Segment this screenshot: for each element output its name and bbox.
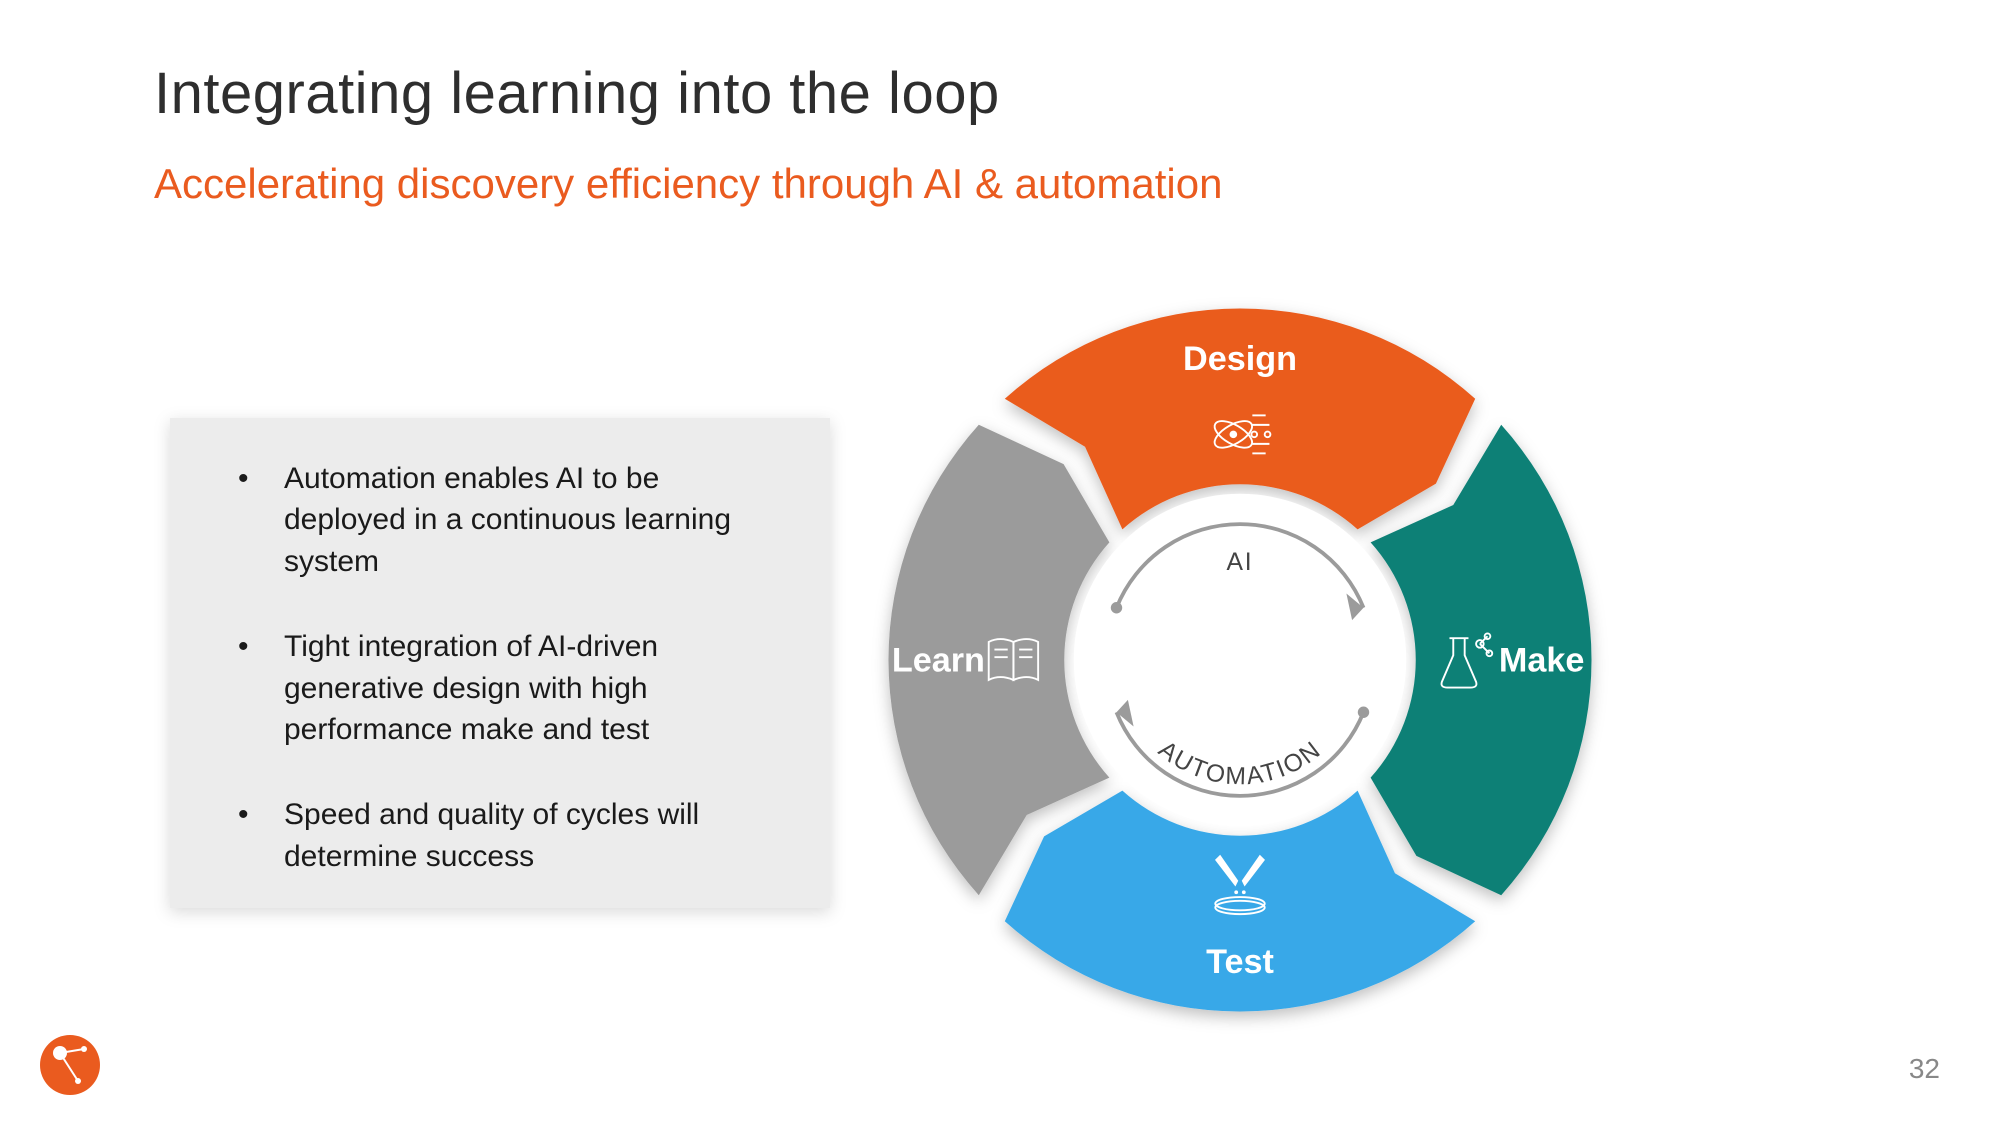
bullet-box: Automation enables AI to be deployed in … (170, 418, 830, 908)
center-top-label: AI (1226, 549, 1253, 576)
segment-label-design: Design (1183, 340, 1297, 378)
bullet-item: Speed and quality of cycles will determi… (220, 794, 780, 877)
page-number: 32 (1909, 1053, 1940, 1085)
logo-icon (40, 1035, 100, 1095)
slide-title: Integrating learning into the loop (154, 60, 1000, 127)
slide-subtitle: Accelerating discovery efficiency throug… (154, 160, 1222, 208)
cycle-diagram: Design Make Test Learn (860, 280, 1620, 1040)
slide: Integrating learning into the loop Accel… (0, 0, 2000, 1125)
segment-label-test: Test (1206, 943, 1274, 981)
bullet-item: Tight integration of AI-driven generativ… (220, 626, 780, 750)
bullet-item: Automation enables AI to be deployed in … (220, 458, 780, 582)
segment-label-make: Make (1499, 641, 1585, 679)
bullet-list: Automation enables AI to be deployed in … (220, 458, 780, 877)
segment-label-learn: Learn (892, 641, 985, 679)
